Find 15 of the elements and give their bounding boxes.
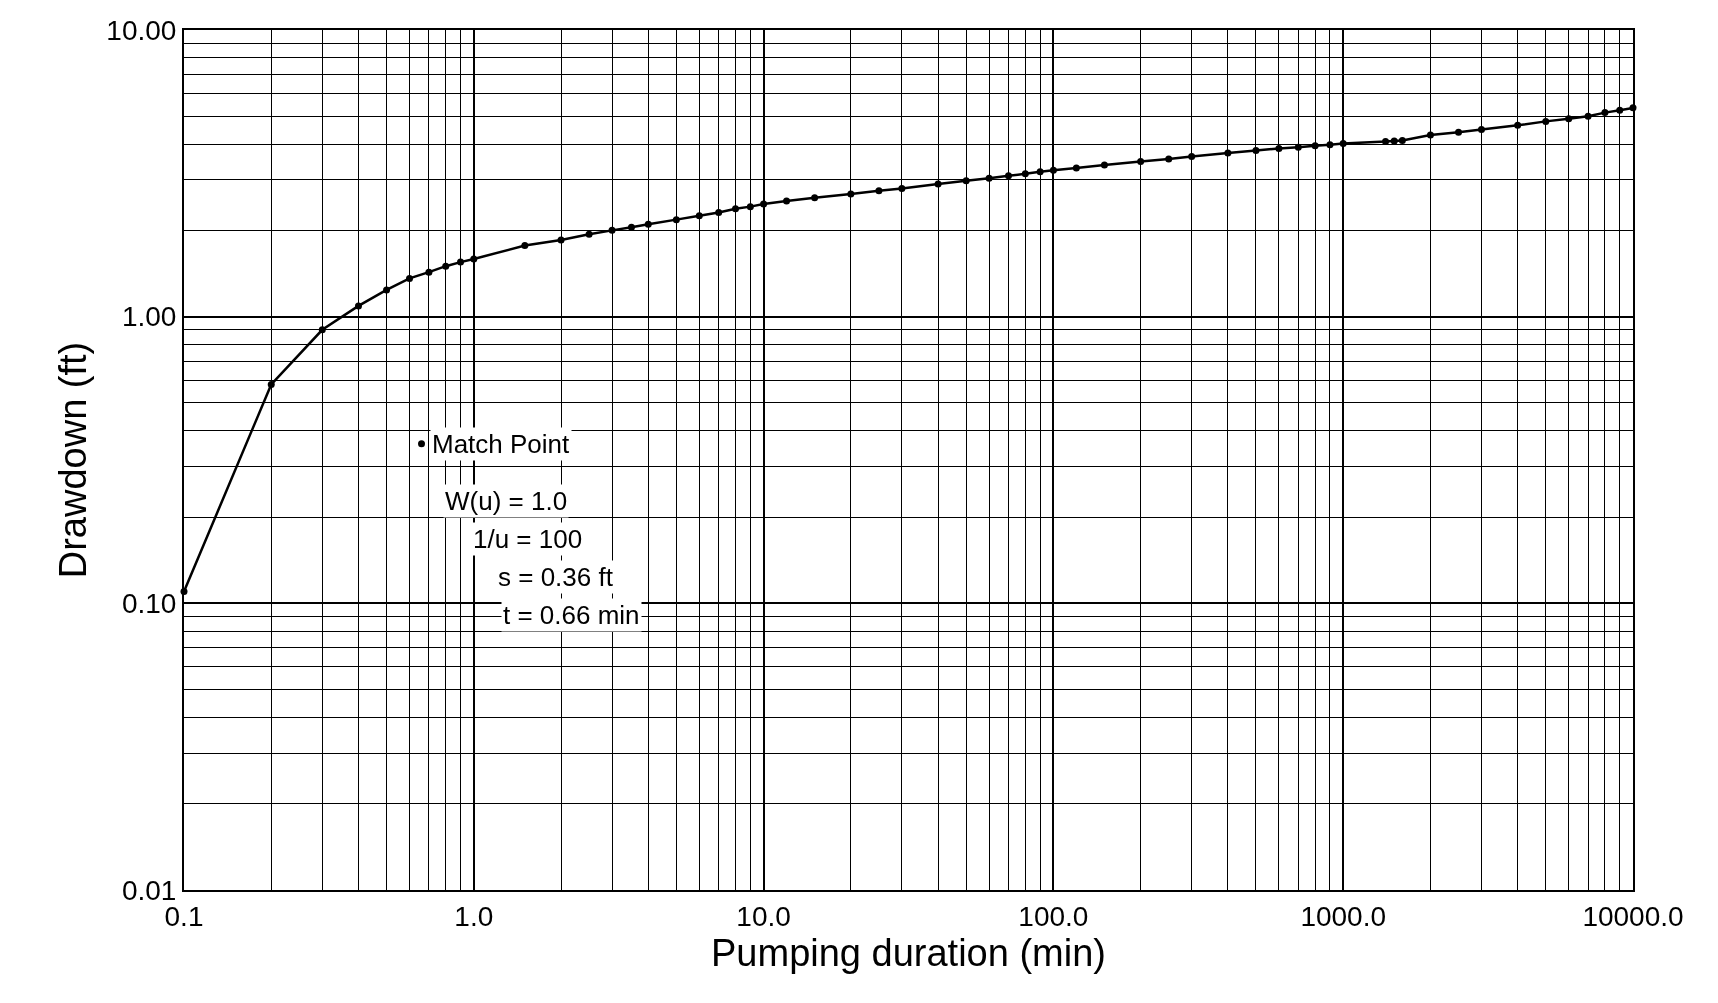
series-label: Match Point xyxy=(432,429,571,459)
x-axis-title: Pumping duration (min) xyxy=(711,931,1106,974)
annotation: W(u) = 1.0 xyxy=(445,486,568,516)
y-tick-label: 10.00 xyxy=(106,14,177,46)
y-tick-label: 0.10 xyxy=(121,588,177,620)
x-tick-label: 1000.0 xyxy=(1300,900,1387,932)
x-tick-label: 10000.0 xyxy=(1582,900,1684,932)
x-tick-label: 1.0 xyxy=(454,900,494,932)
y-axis-title: Drawdown (ft) xyxy=(52,341,95,579)
annotation: 1/u = 100 xyxy=(473,524,583,554)
annotation: s = 0.36 ft xyxy=(498,562,614,592)
x-tick-label: 10.0 xyxy=(736,900,791,932)
x-tick-label: 100.0 xyxy=(1018,900,1089,932)
y-tick-label: 1.00 xyxy=(121,301,177,333)
annotation: t = 0.66 min xyxy=(503,600,640,630)
